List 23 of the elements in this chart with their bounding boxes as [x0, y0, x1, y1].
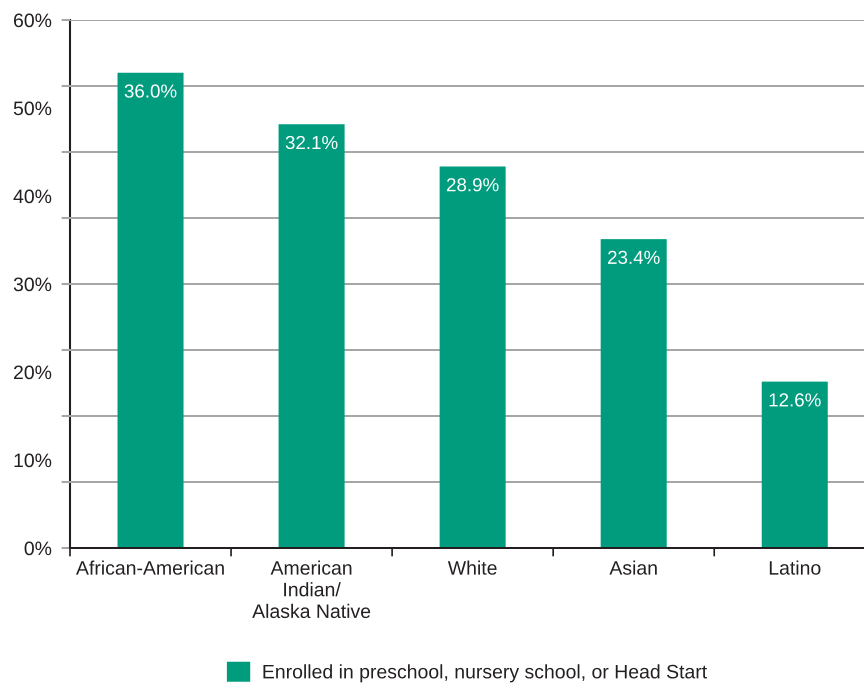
- x-tick-label: American Indian/ Alaska Native: [252, 560, 370, 618]
- y-tick-label: 0%: [24, 541, 52, 556]
- y-tick-label: 30%: [14, 277, 52, 292]
- y-tick-label: 40%: [13, 189, 52, 204]
- y-tick-label: 10%: [14, 453, 52, 468]
- bar: [600, 239, 667, 548]
- y-tick-label: 50%: [14, 101, 52, 116]
- x-tick-label: African-American: [76, 560, 224, 575]
- x-tick-label: Latino: [770, 560, 820, 575]
- data-label: 12.6%: [770, 393, 821, 407]
- bar: [440, 166, 506, 548]
- x-tick-label: White: [448, 560, 497, 575]
- data-label: 28.9%: [447, 178, 499, 192]
- bar: [278, 124, 345, 548]
- data-label: 36.0%: [124, 84, 176, 98]
- legend-label: Enrolled in preschool, nursery school, or Head Start: [263, 664, 708, 682]
- y-tick-label: 60%: [14, 13, 52, 28]
- x-tick-label: Asian: [609, 560, 657, 575]
- data-label: 23.4%: [608, 250, 660, 264]
- data-label: 32.1%: [286, 136, 338, 150]
- y-tick-label: 20%: [14, 365, 52, 380]
- bar: [762, 382, 828, 548]
- bar: [118, 72, 184, 548]
